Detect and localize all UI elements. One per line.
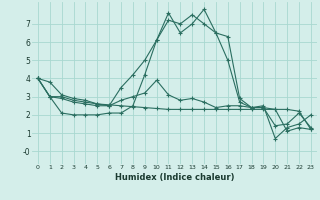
X-axis label: Humidex (Indice chaleur): Humidex (Indice chaleur) (115, 173, 234, 182)
